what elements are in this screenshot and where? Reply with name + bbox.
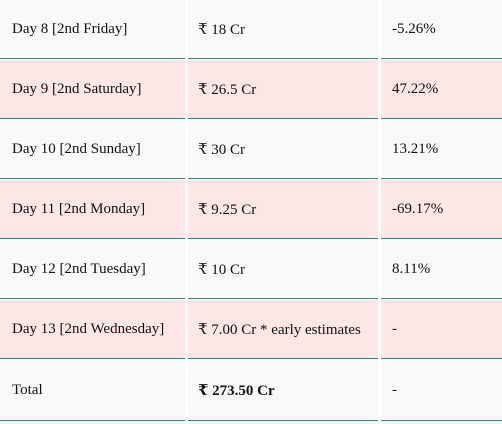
day-cell: Day 10 [2nd Sunday] <box>12 140 141 157</box>
day-cell: Day 13 [2nd Wednesday] <box>12 320 165 337</box>
table-row: Day 8 [2nd Friday] ₹ 18 Cr -5.26% <box>0 0 502 59</box>
day-cell: Day 9 [2nd Saturday] <box>12 80 142 97</box>
total-collection-cell: ₹ 273.50 Cr <box>198 382 275 399</box>
total-row: Total ₹ 273.50 Cr - <box>0 360 502 421</box>
change-cell: - <box>392 320 397 337</box>
day-cell: Day 12 [2nd Tuesday] <box>12 260 146 277</box>
total-change-cell: - <box>392 381 397 398</box>
total-label-cell: Total <box>12 381 43 398</box>
day-cell: Day 8 [2nd Friday] <box>12 20 128 37</box>
table-row: Day 10 [2nd Sunday] ₹ 30 Cr 13.21% <box>0 120 502 179</box>
change-cell: 8.11% <box>392 260 431 277</box>
table-row: Day 9 [2nd Saturday] ₹ 26.5 Cr 47.22% <box>0 60 502 119</box>
change-cell: -5.26% <box>392 20 436 37</box>
table-row: Day 13 [2nd Wednesday] ₹ 7.00 Cr * early… <box>0 300 502 359</box>
table-row: Day 11 [2nd Monday] ₹ 9.25 Cr -69.17% <box>0 180 502 239</box>
collection-cell: ₹ 26.5 Cr <box>198 81 257 98</box>
table-row: Day 12 [2nd Tuesday] ₹ 10 Cr 8.11% <box>0 240 502 299</box>
column-divider <box>378 0 381 424</box>
day-cell: Day 11 [2nd Monday] <box>12 200 146 217</box>
collection-cell: ₹ 10 Cr <box>198 261 246 278</box>
change-cell: 13.21% <box>392 140 439 157</box>
change-cell: 47.22% <box>392 80 439 97</box>
collection-cell: ₹ 9.25 Cr <box>198 201 257 218</box>
collection-cell: ₹ 18 Cr <box>198 21 246 38</box>
collection-cell: ₹ 30 Cr <box>198 141 246 158</box>
change-cell: -69.17% <box>392 200 444 217</box>
column-divider <box>185 0 188 424</box>
collection-cell: ₹ 7.00 Cr * early estimates <box>198 321 361 338</box>
